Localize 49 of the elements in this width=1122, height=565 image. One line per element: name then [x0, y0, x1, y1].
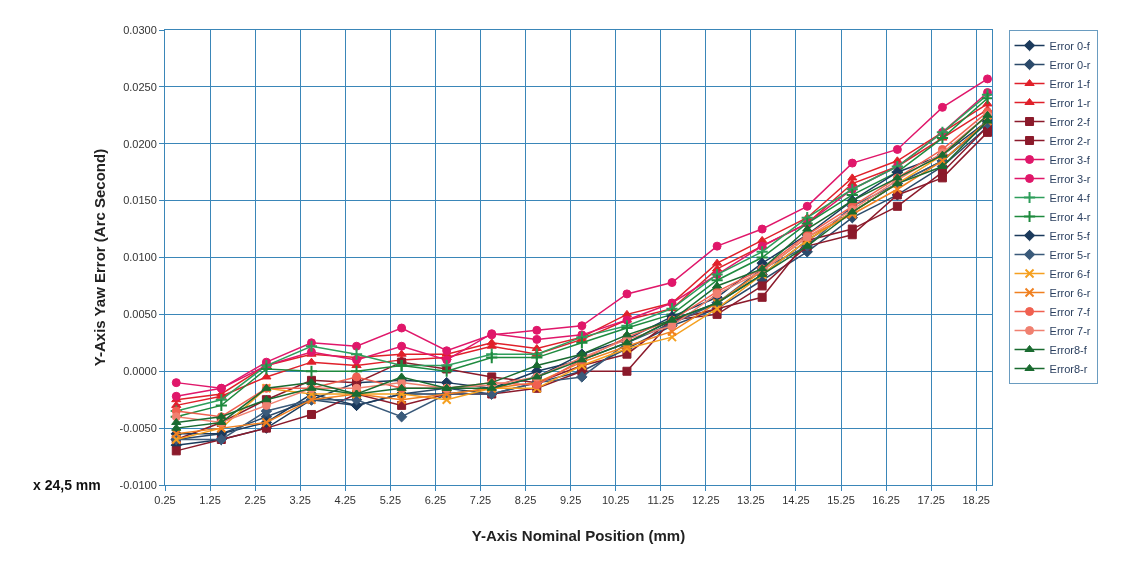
legend-label: Error 7-f — [1049, 305, 1091, 318]
x-tick-label: 10.25 — [601, 494, 630, 507]
x-tick-label: 0.25 — [154, 494, 176, 507]
x-tick-label: 3.25 — [289, 494, 311, 507]
x-tick-label: 18.25 — [962, 494, 990, 507]
legend-label: Error 2-r — [1049, 134, 1091, 147]
x-tick-label: 12.25 — [692, 494, 720, 507]
x-tick-label: 15.25 — [827, 494, 855, 507]
x-axis-title: Y-Axis Nominal Position (mm) — [471, 527, 686, 545]
x-tick-label: 17.25 — [917, 494, 945, 507]
legend-label: Error 0-r — [1049, 58, 1091, 71]
y-tick-label: 0.0300 — [123, 23, 157, 36]
legend-label: Error 6-f — [1049, 267, 1091, 280]
legend-label: Error 4-r — [1049, 210, 1091, 223]
x-tick-label: 7.25 — [469, 494, 492, 507]
x-tick-label: 11.25 — [647, 494, 675, 507]
legend-label: Error 6-r — [1049, 286, 1091, 299]
legend-label: Error 4-f — [1049, 191, 1091, 204]
x-tick-label: 2.25 — [244, 494, 266, 507]
legend-label: Error 7-r — [1049, 324, 1091, 337]
legend-label: Error 3-f — [1049, 153, 1091, 166]
x-tick-label: 16.25 — [872, 494, 900, 507]
legend-label: Error 0-f — [1049, 39, 1091, 52]
legend-label: Error 5-f — [1049, 229, 1091, 242]
legend-label: Error 1-r — [1049, 96, 1091, 109]
x-tick-label: 5.25 — [379, 494, 402, 507]
y-tick-label: -0.0050 — [119, 421, 157, 434]
y-tick-label: 0.0050 — [123, 308, 157, 321]
y-tick-label: -0.0100 — [119, 478, 157, 491]
x-tick-label: 14.25 — [782, 494, 810, 507]
y-axis-title: Y-Axis Yaw Error (Arc Second) — [90, 148, 108, 367]
legend-label: Error 5-r — [1049, 248, 1091, 261]
x-tick-label: 13.25 — [737, 494, 765, 507]
y-tick-label: 0.0200 — [123, 137, 157, 150]
legend-label: Error8-f — [1049, 343, 1088, 356]
legend-label: Error8-r — [1049, 362, 1088, 375]
text: x 24,5 mm — [33, 477, 101, 493]
x-tick-label: 9.25 — [559, 494, 582, 507]
y-tick-label: 0.0100 — [123, 251, 157, 264]
x-tick-label: 6.25 — [424, 494, 447, 507]
legend-label: Error 1-f — [1049, 77, 1091, 90]
legend-label: Error 3-r — [1049, 172, 1091, 185]
x-tick-label: 4.25 — [334, 494, 356, 507]
x-tick-label: 8.25 — [514, 494, 537, 507]
y-tick-label: 0.0250 — [123, 80, 157, 93]
x-tick-label: 1.25 — [199, 494, 221, 507]
y-tick-label: 0.0000 — [123, 365, 157, 378]
legend-label: Error 2-f — [1049, 115, 1091, 128]
y-tick-label: 0.0150 — [123, 194, 157, 207]
